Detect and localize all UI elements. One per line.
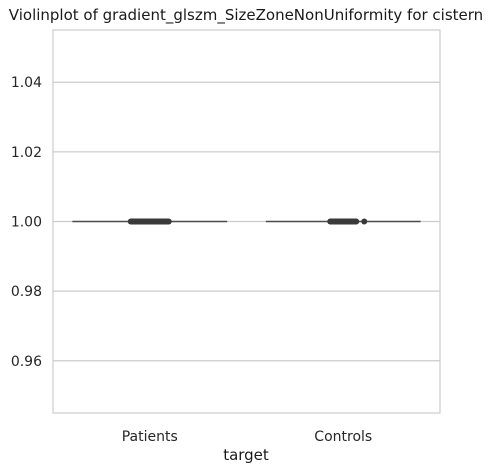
y-tick-label: 1.02 [11,145,42,161]
chart-title: Violinplot of gradient_glszm_SizeZoneNon… [9,6,483,25]
y-tick-labels: 0.96 0.98 1.00 1.02 1.04 [11,75,42,370]
y-tick-label: 1.04 [11,75,42,91]
y-tick-label: 0.98 [11,284,42,300]
x-tick-labels: Patients Controls [122,429,372,445]
plot-frame [52,29,441,414]
x-tick-label: Patients [122,429,178,445]
violins [72,218,421,225]
x-tick-label: Controls [314,429,372,445]
y-tick-label: 1.00 [11,215,42,231]
y-tick-label: 0.96 [11,354,42,370]
violin-outlier-point [361,218,368,225]
x-axis-label: target [223,446,269,464]
